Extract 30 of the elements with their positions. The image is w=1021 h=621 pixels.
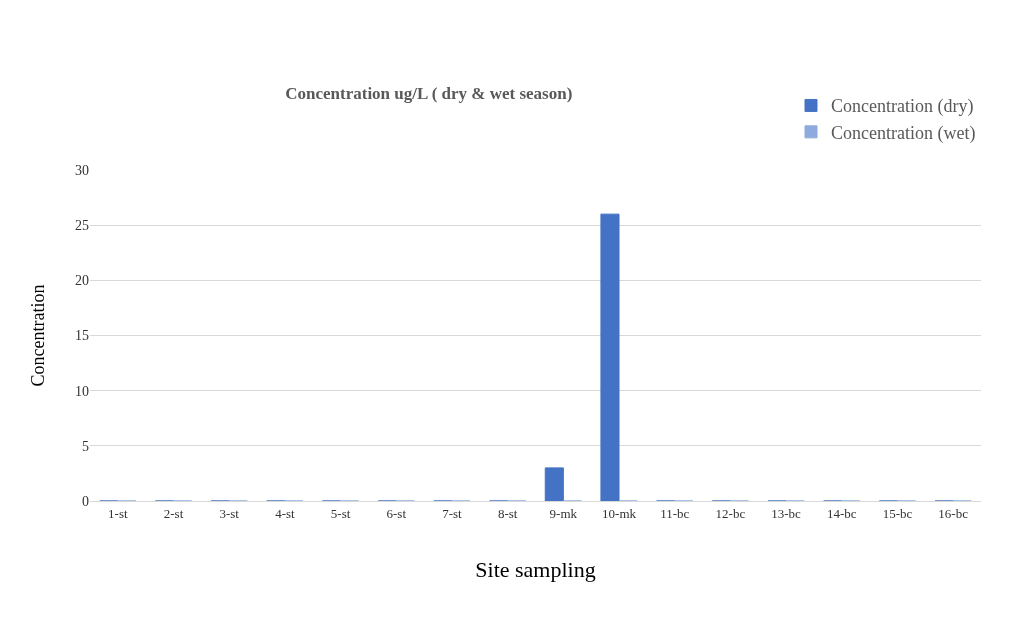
x-tick-label: 12-bc xyxy=(715,505,746,521)
x-tick-label: 9-mk xyxy=(549,505,578,521)
y-tick-label: 25 xyxy=(75,218,89,234)
x-tick-label: 15-bc xyxy=(882,505,913,521)
y-tick-label: 5 xyxy=(82,438,89,454)
y-tick-label: 30 xyxy=(75,162,89,178)
x-tick-label: 11-bc xyxy=(660,505,690,521)
legend-label: Concentration (dry) xyxy=(831,96,974,118)
x-axis-title: Site sampling xyxy=(475,557,596,582)
chart-title: Concentration ug/L ( dry & wet season) xyxy=(285,83,573,103)
bar xyxy=(600,213,620,501)
x-tick-label: 10-mk xyxy=(602,505,637,521)
y-tick-label: 10 xyxy=(75,383,89,399)
legend-label: Concentration (wet) xyxy=(831,122,976,144)
x-tick-label: 3-st xyxy=(219,505,240,521)
x-tick-label: 7-st xyxy=(442,505,463,521)
x-tick-label: 16-bc xyxy=(938,505,969,521)
y-tick-label: 15 xyxy=(75,328,89,344)
y-tick-label: 20 xyxy=(75,273,89,289)
y-tick-label: 0 xyxy=(82,493,89,509)
y-axis-title: Concentration xyxy=(28,284,48,387)
bar xyxy=(544,467,564,501)
x-tick-label: 6-st xyxy=(386,505,407,521)
x-tick-label: 14-bc xyxy=(826,505,857,521)
x-tick-label: 8-st xyxy=(497,505,518,521)
x-tick-label: 1-st xyxy=(108,505,128,521)
x-tick-label: 13-bc xyxy=(771,505,802,521)
x-tick-label: 4-st xyxy=(275,505,296,521)
x-tick-label: 5-st xyxy=(330,505,351,521)
x-tick-label: 2-st xyxy=(163,505,184,521)
